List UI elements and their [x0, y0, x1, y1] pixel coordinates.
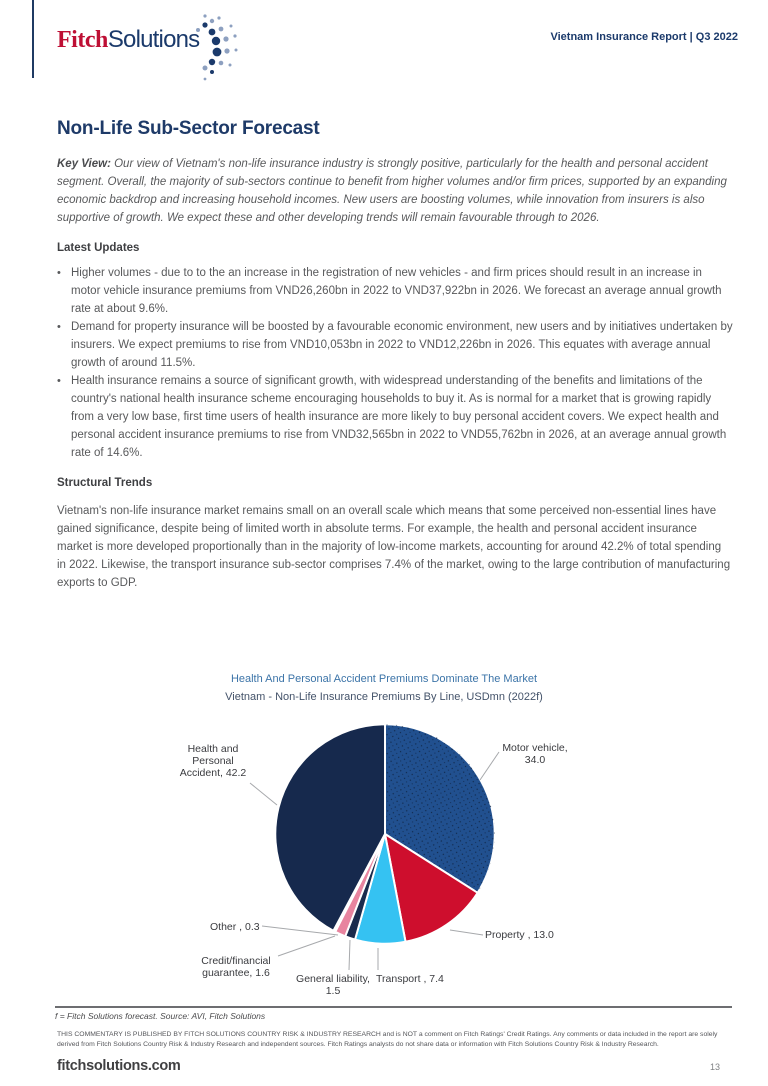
main-content: Non-Life Sub-Sector Forecast Key View: O…: [0, 118, 768, 592]
fitch-solutions-logo: FitchSolutions: [57, 26, 200, 54]
pie-label-motor-vehicle: Motor vehicle, 34.0: [502, 742, 568, 766]
page-header: FitchSolutions: [0, 0, 768, 92]
disclaimer-line-1: THIS COMMENTARY IS PUBLISHED BY FITCH SO…: [57, 1031, 718, 1038]
key-view-text: Our view of Vietnam's non-life insurance…: [57, 158, 727, 224]
list-item: Demand for property insurance will be bo…: [57, 318, 733, 372]
structural-trends-heading: Structural Trends: [57, 477, 153, 489]
pie-slice-property: [384, 833, 479, 943]
key-view-label: Key View:: [57, 158, 111, 170]
pie-chart-svg: [274, 723, 496, 945]
disclaimer: THIS COMMENTARY IS PUBLISHED BY FITCH SO…: [57, 1030, 738, 1050]
pie-slice-health-and-personal-accident: [274, 723, 386, 932]
key-view-paragraph: Key View: Our view of Vietnam's non-life…: [57, 155, 733, 227]
chart-subtitle: Vietnam - Non-Life Insurance Premiums By…: [225, 691, 543, 703]
page-number: 13: [709, 1062, 720, 1072]
chart-footnote: f = Fitch Solutions forecast. Source: AV…: [55, 1011, 266, 1021]
logo-fitch-text: Fitch: [57, 27, 108, 53]
report-title: Vietnam Insurance Report | Q3 2022: [550, 31, 738, 43]
page-footer: fitchsolutions.com 13: [57, 1058, 738, 1078]
logo-solutions-text: Solutions: [107, 26, 200, 53]
chart-and-footer-section: Health And Personal Accident Premiums Do…: [0, 668, 768, 1086]
list-item: Health insurance remains a source of sig…: [57, 372, 733, 462]
pie-label-property: Property , 13.0: [485, 929, 554, 941]
latest-updates-list: Higher volumes - due to to the an increa…: [57, 264, 733, 462]
disclaimer-line-2: derived from Fitch Solutions Country Ris…: [57, 1041, 659, 1048]
corner-mark-top-left: [32, 0, 34, 78]
pie-chart: [272, 721, 498, 947]
fitchsolutions-link[interactable]: fitchsolutions.com: [57, 1058, 181, 1074]
page-title: Non-Life Sub-Sector Forecast: [57, 118, 320, 139]
leader-lines: [249, 751, 500, 971]
pie-label-health-personal-accident: Health and Personal Accident, 42.2: [179, 743, 247, 779]
pie-label-other: Other , 0.3: [210, 921, 260, 933]
pie-chart-area: Health and Personal Accident, 42.2 Motor…: [0, 704, 768, 1000]
chart-title: Health And Personal Accident Premiums Do…: [230, 673, 538, 685]
pie-label-credit-financial-guarantee: Credit/financial guarantee, 1.6: [201, 955, 271, 979]
list-item: Higher volumes - due to to the an increa…: [57, 264, 733, 318]
pie-label-transport: Transport , 7.4: [376, 973, 444, 985]
logo-burst-icon: [196, 14, 238, 81]
footnote-divider: [55, 1006, 732, 1008]
structural-trends-paragraph: Vietnam's non-life insurance market rema…: [57, 505, 731, 589]
latest-updates-heading: Latest Updates: [57, 242, 140, 254]
pie-label-general-liability: General liability, 1.5: [296, 973, 370, 997]
